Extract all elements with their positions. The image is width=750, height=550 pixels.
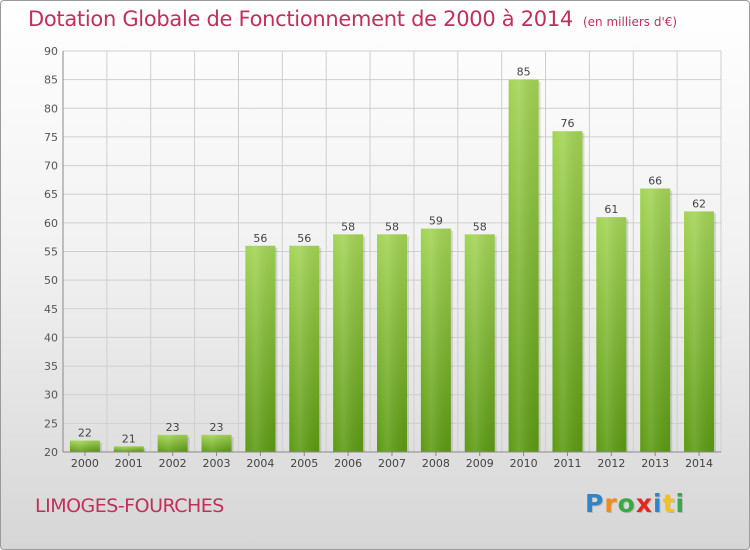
- bar-highlight: [201, 434, 232, 452]
- x-tick-label: 2004: [246, 457, 274, 470]
- bar-highlight: [640, 188, 671, 452]
- logo-letter: x: [635, 489, 653, 518]
- bar-value-label: 58: [341, 220, 355, 233]
- bar-value-label: 22: [78, 427, 92, 440]
- x-tick-label: 2007: [378, 457, 406, 470]
- y-tick-label: 35: [44, 360, 58, 373]
- x-tick-label: 2005: [290, 457, 318, 470]
- y-tick-label: 75: [44, 131, 58, 144]
- bar-value-label: 66: [648, 174, 662, 187]
- x-tick-label: 2010: [510, 457, 538, 470]
- bar-value-label: 21: [122, 432, 136, 445]
- y-tick-label: 90: [44, 45, 58, 58]
- bar-highlight: [69, 440, 100, 452]
- x-tick-label: 2006: [334, 457, 362, 470]
- bar-value-label: 23: [166, 421, 180, 434]
- y-tick-label: 65: [44, 188, 58, 201]
- bar-highlight: [464, 234, 495, 452]
- x-tick-label: 2012: [597, 457, 625, 470]
- commune-name: LIMOGES-FOURCHES: [35, 495, 224, 517]
- x-tick-label: 2008: [422, 457, 450, 470]
- logo-letter: o: [617, 489, 636, 518]
- bar-highlight: [113, 446, 144, 452]
- x-tick-label: 2002: [159, 457, 187, 470]
- y-tick-label: 50: [44, 274, 58, 287]
- bar-value-label: 23: [210, 421, 224, 434]
- chart-subtitle: (en milliers d'€): [582, 15, 678, 29]
- x-tick-label: 2001: [115, 457, 143, 470]
- bar-value-label: 85: [517, 66, 531, 79]
- bar-highlight: [508, 79, 539, 453]
- bar-highlight: [289, 245, 320, 452]
- chart-title: Dotation Globale de Fonctionnement de 20…: [28, 7, 573, 31]
- bar-highlight: [333, 234, 364, 452]
- bar-value-label: 62: [692, 197, 706, 210]
- logo-letter: i: [653, 489, 663, 518]
- bar-value-label: 56: [253, 232, 267, 245]
- proxiti-logo: Proxiti: [585, 489, 685, 518]
- bar-highlight: [420, 228, 451, 452]
- y-tick-label: 40: [44, 331, 58, 344]
- y-tick-label: 70: [44, 160, 58, 173]
- y-tick-label: 55: [44, 246, 58, 259]
- x-tick-label: 2014: [685, 457, 713, 470]
- bar-value-label: 56: [297, 232, 311, 245]
- title-row: Dotation Globale de Fonctionnement de 20…: [28, 7, 677, 31]
- axis-layer: 20 25 30 35 40 45 50 55 60 65 70 75 80 85 90 22 21 23 23 56…: [44, 45, 721, 470]
- bar-highlight: [684, 211, 715, 452]
- bars-layer: [69, 79, 717, 453]
- logo-letter: i: [675, 489, 686, 518]
- x-tick-label: 2013: [641, 457, 669, 470]
- x-tick-label: 2011: [553, 457, 581, 470]
- bar-value-label: 76: [560, 117, 574, 130]
- bar-highlight: [552, 131, 583, 452]
- bar-value-label: 59: [429, 215, 443, 228]
- x-tick-label: 2000: [71, 457, 99, 470]
- bar-value-label: 58: [473, 220, 487, 233]
- logo-letter: P: [585, 489, 605, 518]
- logo-letter: t: [662, 489, 676, 518]
- y-tick-label: 25: [44, 417, 58, 430]
- y-tick-label: 30: [44, 389, 58, 402]
- logo-letter: r: [604, 489, 618, 518]
- bar-value-label: 58: [385, 220, 399, 233]
- x-tick-label: 2003: [203, 457, 231, 470]
- x-tick-label: 2009: [466, 457, 494, 470]
- bar-highlight: [377, 234, 407, 452]
- bar-highlight: [245, 245, 276, 452]
- bar-value-label: 61: [604, 203, 618, 216]
- y-tick-label: 60: [44, 217, 58, 230]
- y-tick-label: 45: [44, 303, 58, 316]
- bar-highlight: [596, 217, 627, 452]
- y-tick-label: 80: [44, 102, 58, 115]
- bar-highlight: [157, 434, 188, 452]
- y-tick-label: 20: [44, 446, 58, 459]
- y-tick-label: 85: [44, 74, 58, 87]
